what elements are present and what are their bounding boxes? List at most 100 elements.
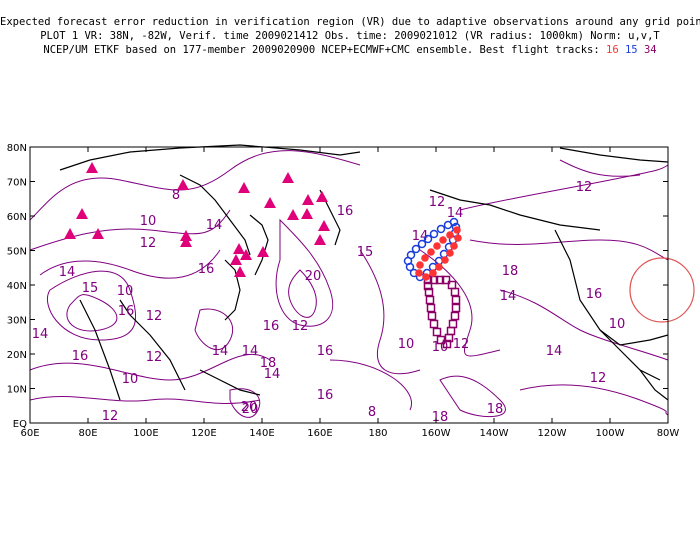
track-16-point [433, 242, 441, 250]
contour-label: 14 [447, 206, 464, 221]
observation-triangle [282, 172, 294, 183]
contour-label: 15 [82, 281, 99, 296]
track-15-point [417, 239, 427, 249]
contour-label: 16 [317, 344, 334, 359]
track-34-point [435, 275, 445, 285]
plot-title-line-1: Expected forecast error reduction in ver… [0, 16, 700, 28]
contour-label: 16 [586, 287, 603, 302]
track-16-point [446, 249, 454, 257]
lon-label: 180 [368, 428, 387, 439]
track-label-15: 15 [624, 44, 638, 56]
contour-label: 14 [59, 265, 76, 280]
contour-label: 10 [140, 214, 157, 229]
track-34-point [423, 281, 433, 291]
lon-label: 60E [20, 428, 39, 439]
contour-label: 12 [429, 195, 446, 210]
observation-triangle [264, 197, 276, 208]
track-16-point [439, 236, 447, 244]
contour-label: 16 [118, 304, 135, 319]
contour-value-labels: 1012141681012161415201416121618151020121… [32, 180, 626, 425]
track-15-point [443, 220, 453, 230]
track-34-point [451, 303, 461, 313]
observation-triangle [234, 266, 246, 277]
contour-lines [29, 150, 669, 418]
contour-label: 10 [398, 337, 415, 352]
observation-triangle [240, 249, 252, 260]
track-16-point [441, 256, 449, 264]
observation-triangle [314, 234, 326, 245]
contour-label: 18 [502, 264, 519, 279]
lat-label: 30N [7, 316, 27, 327]
contour-label: 8 [172, 188, 180, 203]
track-34-point [441, 275, 451, 285]
longitude-labels: 60E 80E 100E 120E 140E 160E 180 160W 140W 120W 100… [20, 428, 679, 439]
contour-label: 14 [264, 367, 281, 382]
contour-label: 20 [242, 402, 259, 417]
contour-label: 12 [292, 319, 309, 334]
lon-label: 120W [538, 428, 567, 439]
lat-label: 60N [7, 212, 27, 223]
plot-title-line-3-text: NCEP/UM ETKF based on 177-member 2009020… [43, 44, 600, 56]
contour-label: 14 [212, 344, 229, 359]
track-34-point [425, 295, 435, 305]
track-34-point [432, 327, 442, 337]
track-34-point [444, 333, 454, 343]
track-15-point [429, 229, 439, 239]
contour-label: 10 [117, 284, 134, 299]
contour-label: 14 [32, 327, 49, 342]
observation-triangle [64, 228, 76, 239]
track-15-point [436, 224, 446, 234]
contour-label: 10 [122, 372, 139, 387]
observation-triangle [180, 236, 192, 247]
track-label-16: 16 [606, 44, 619, 56]
observation-triangle [238, 182, 250, 193]
track-15-point [405, 262, 415, 272]
lon-label: 100W [596, 428, 625, 439]
lon-label: 80E [78, 428, 97, 439]
lat-label: 20N [7, 350, 27, 361]
observation-triangle [302, 194, 314, 205]
contour-label: 18 [487, 402, 504, 417]
observation-triangle [316, 191, 328, 202]
flight-track-16 [415, 226, 462, 281]
lat-label: 10N [7, 385, 27, 396]
contour-label: 16 [337, 204, 354, 219]
contour-label: 20 [305, 269, 322, 284]
lon-label: 80W [657, 428, 680, 439]
track-16-point [429, 269, 437, 277]
track-34-point [429, 319, 439, 329]
track-34-point [427, 311, 437, 321]
observation-triangle [230, 254, 242, 265]
contour-label: 14 [242, 344, 259, 359]
contour-label: 14 [546, 344, 563, 359]
verification-region-circle [629, 257, 695, 323]
contour-label: 16 [263, 319, 280, 334]
track-34-point [426, 303, 436, 313]
track-16-point [435, 263, 443, 271]
contour-label: 12 [590, 371, 607, 386]
track-34-point [446, 326, 456, 336]
observation-triangle [177, 179, 189, 190]
contour-label: 10 [609, 317, 626, 332]
contour-label: 16 [72, 349, 89, 364]
track-34-point [451, 295, 461, 305]
contour-label: 12 [146, 309, 163, 324]
lat-label: 80N [7, 143, 27, 154]
observation-triangle [257, 246, 269, 257]
contour-label: 20 [241, 400, 258, 415]
contour-label: 12 [146, 350, 163, 365]
latitude-labels: 80N 70N 60N 50N 40N 30N 20N 10N EQ [7, 143, 27, 430]
forecast-error-map: 1012141681012161415201416121618151020121… [7, 143, 695, 439]
lat-label: 70N [7, 178, 27, 189]
track-34-point [436, 335, 446, 345]
observation-triangles [64, 162, 330, 277]
lon-label: 140W [480, 428, 509, 439]
lon-label: 140E [249, 428, 274, 439]
lat-label: 50N [7, 247, 27, 258]
track-16-point [416, 261, 424, 269]
contour-label: 16 [198, 262, 215, 277]
lon-label: 120E [191, 428, 216, 439]
track-34-point [424, 287, 434, 297]
track-34-point [450, 311, 460, 321]
track-16-point [427, 248, 435, 256]
